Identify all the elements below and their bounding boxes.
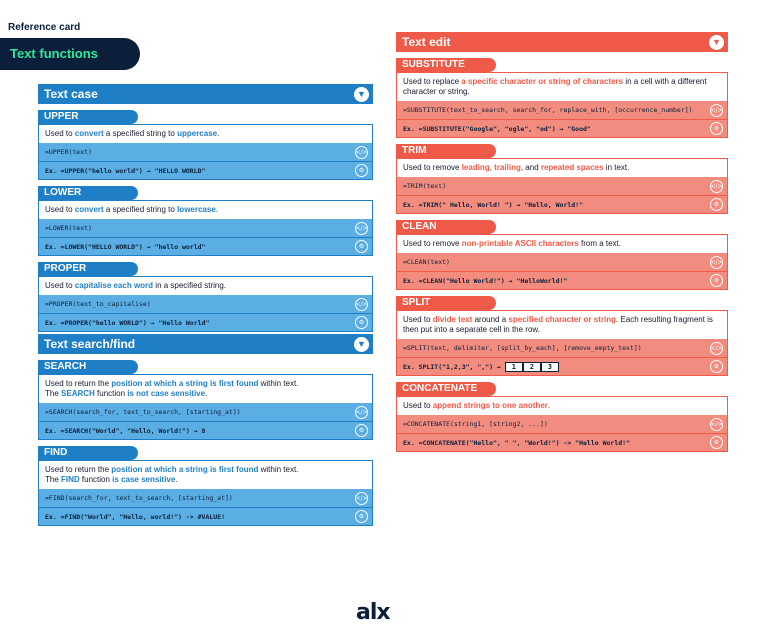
example-row: Ex. =CLEAN("Hello World!") → "HelloWorld… [397, 271, 727, 289]
reference-card-label: Reference card [8, 22, 81, 33]
gear-icon[interactable]: ⚙ [355, 240, 368, 253]
card-description: Used to convert a specified string to lo… [39, 201, 372, 219]
card-description: Used to return the position at which a s… [39, 375, 372, 403]
chevron-down-icon[interactable]: ▼ [354, 86, 369, 102]
card-title: CLEAN [396, 220, 496, 234]
example-row: Ex. =FIND("World", "Hello, world!") -> #… [39, 507, 372, 525]
syntax-row: =SPLIT(text, delimiter, [split_by_each],… [397, 339, 727, 357]
card-trim: TRIM Used to remove leading, trailing, a… [396, 140, 728, 214]
syntax-row: =CONCATENATE(string1, [string2, ...]) </> [397, 415, 727, 433]
card-title: SUBSTITUTE [396, 58, 496, 72]
card-clean: CLEAN Used to remove non-printable ASCII… [396, 216, 728, 290]
code-icon[interactable]: </> [710, 417, 723, 431]
syntax-row: =FIND(search_for, text_to_search, [start… [39, 489, 372, 507]
gear-icon[interactable]: ⚙ [355, 316, 368, 329]
card-description: Used to return the position at which a s… [39, 461, 372, 489]
code-icon[interactable]: </> [710, 341, 723, 355]
example-row: Ex. =PROPER("hello WORLD") → "Hello Worl… [39, 313, 372, 331]
chevron-down-icon[interactable]: ▼ [354, 336, 369, 352]
syntax-row: =LOWER(text) </> [39, 219, 372, 237]
section-text-edit[interactable]: Text edit ▼ [396, 32, 728, 52]
example-row: Ex. =UPPER("hello world") → "HELLO WORLD… [39, 161, 372, 179]
card-substitute: SUBSTITUTE Used to replace a specific ch… [396, 54, 728, 138]
card-description: Used to capitalise each word in a specif… [39, 277, 372, 295]
card-title: SPLIT [396, 296, 496, 310]
section-text-case[interactable]: Text case ▼ [38, 84, 373, 104]
syntax-row: =SEARCH(search_for, text_to_search, [sta… [39, 403, 372, 421]
gear-icon[interactable]: ⚙ [355, 510, 368, 523]
page-title: Text functions [0, 38, 140, 70]
card-description: Used to divide text around a specified c… [397, 311, 727, 339]
card-title: LOWER [38, 186, 138, 200]
syntax-row: =SUBSTITUTE(text_to_search, search_for, … [397, 101, 727, 119]
card-split: SPLIT Used to divide text around a speci… [396, 292, 728, 376]
split-cell: 3 [540, 361, 559, 372]
syntax-row: =CLEAN(text) </> [397, 253, 727, 271]
gear-icon[interactable]: ⚙ [710, 274, 723, 287]
card-title: TRIM [396, 144, 496, 158]
section-title: Text case [44, 87, 98, 101]
card-concatenate: CONCATENATE Used to append strings to on… [396, 378, 728, 452]
example-row: Ex. =TRIM(" Hello, World! ") → "Hello, W… [397, 195, 727, 213]
code-icon[interactable]: </> [355, 221, 368, 235]
card-upper: UPPER Used to convert a specified string… [38, 106, 373, 180]
code-icon[interactable]: </> [355, 145, 368, 159]
card-search: SEARCH Used to return the position at wh… [38, 356, 373, 440]
card-find: FIND Used to return the position at whic… [38, 442, 373, 526]
card-description: Used to remove non-printable ASCII chara… [397, 235, 727, 253]
gear-icon[interactable]: ⚙ [710, 436, 723, 449]
code-icon[interactable]: </> [355, 405, 368, 419]
syntax-row: =TRIM(text) </> [397, 177, 727, 195]
syntax-row: =PROPER(text_to_capitalise) </> [39, 295, 372, 313]
card-proper: PROPER Used to capitalise each word in a… [38, 258, 373, 332]
gear-icon[interactable]: ⚙ [710, 122, 723, 135]
card-title: CONCATENATE [396, 382, 496, 396]
alx-logo: alx [356, 600, 391, 625]
card-title: UPPER [38, 110, 138, 124]
card-title: SEARCH [38, 360, 138, 374]
split-cell: 1 [504, 361, 523, 372]
code-icon[interactable]: </> [710, 179, 723, 193]
code-icon[interactable]: </> [355, 297, 368, 311]
example-row: Ex. =SEARCH("World", "Hello, World!") → … [39, 421, 372, 439]
gear-icon[interactable]: ⚙ [355, 424, 368, 437]
gear-icon[interactable]: ⚙ [710, 360, 723, 373]
card-lower: LOWER Used to convert a specified string… [38, 182, 373, 256]
section-text-search-find[interactable]: Text search/find ▼ [38, 334, 373, 354]
left-column: Text case ▼ UPPER Used to convert a spec… [38, 84, 373, 526]
card-description: Used to remove leading, trailing, and re… [397, 159, 727, 177]
section-title: Text search/find [44, 337, 136, 351]
card-description: Used to append strings to one another. [397, 397, 727, 415]
card-title: PROPER [38, 262, 138, 276]
gear-icon[interactable]: ⚙ [355, 164, 368, 177]
code-icon[interactable]: </> [710, 255, 723, 269]
syntax-row: =UPPER(text) </> [39, 143, 372, 161]
gear-icon[interactable]: ⚙ [710, 198, 723, 211]
card-description: Used to replace a specific character or … [397, 73, 727, 101]
example-row: Ex. =CONCATENATE("Hello", " ", "World!")… [397, 433, 727, 451]
card-description: Used to convert a specified string to up… [39, 125, 372, 143]
code-icon[interactable]: </> [710, 103, 723, 117]
example-row: Ex. =SUBSTITUTE("Google", "ogle", "od") … [397, 119, 727, 137]
right-column: Text edit ▼ SUBSTITUTE Used to replace a… [396, 32, 728, 452]
code-icon[interactable]: </> [355, 491, 368, 505]
example-row: Ex. SPLIT("1,2,3", ",") → 1 2 3 ⚙ [397, 357, 727, 375]
chevron-down-icon[interactable]: ▼ [709, 34, 724, 50]
section-title: Text edit [402, 35, 451, 49]
split-cell: 2 [522, 361, 541, 372]
card-title: FIND [38, 446, 138, 460]
example-row: Ex. =LOWER("HELLO WORLD") → "hello world… [39, 237, 372, 255]
